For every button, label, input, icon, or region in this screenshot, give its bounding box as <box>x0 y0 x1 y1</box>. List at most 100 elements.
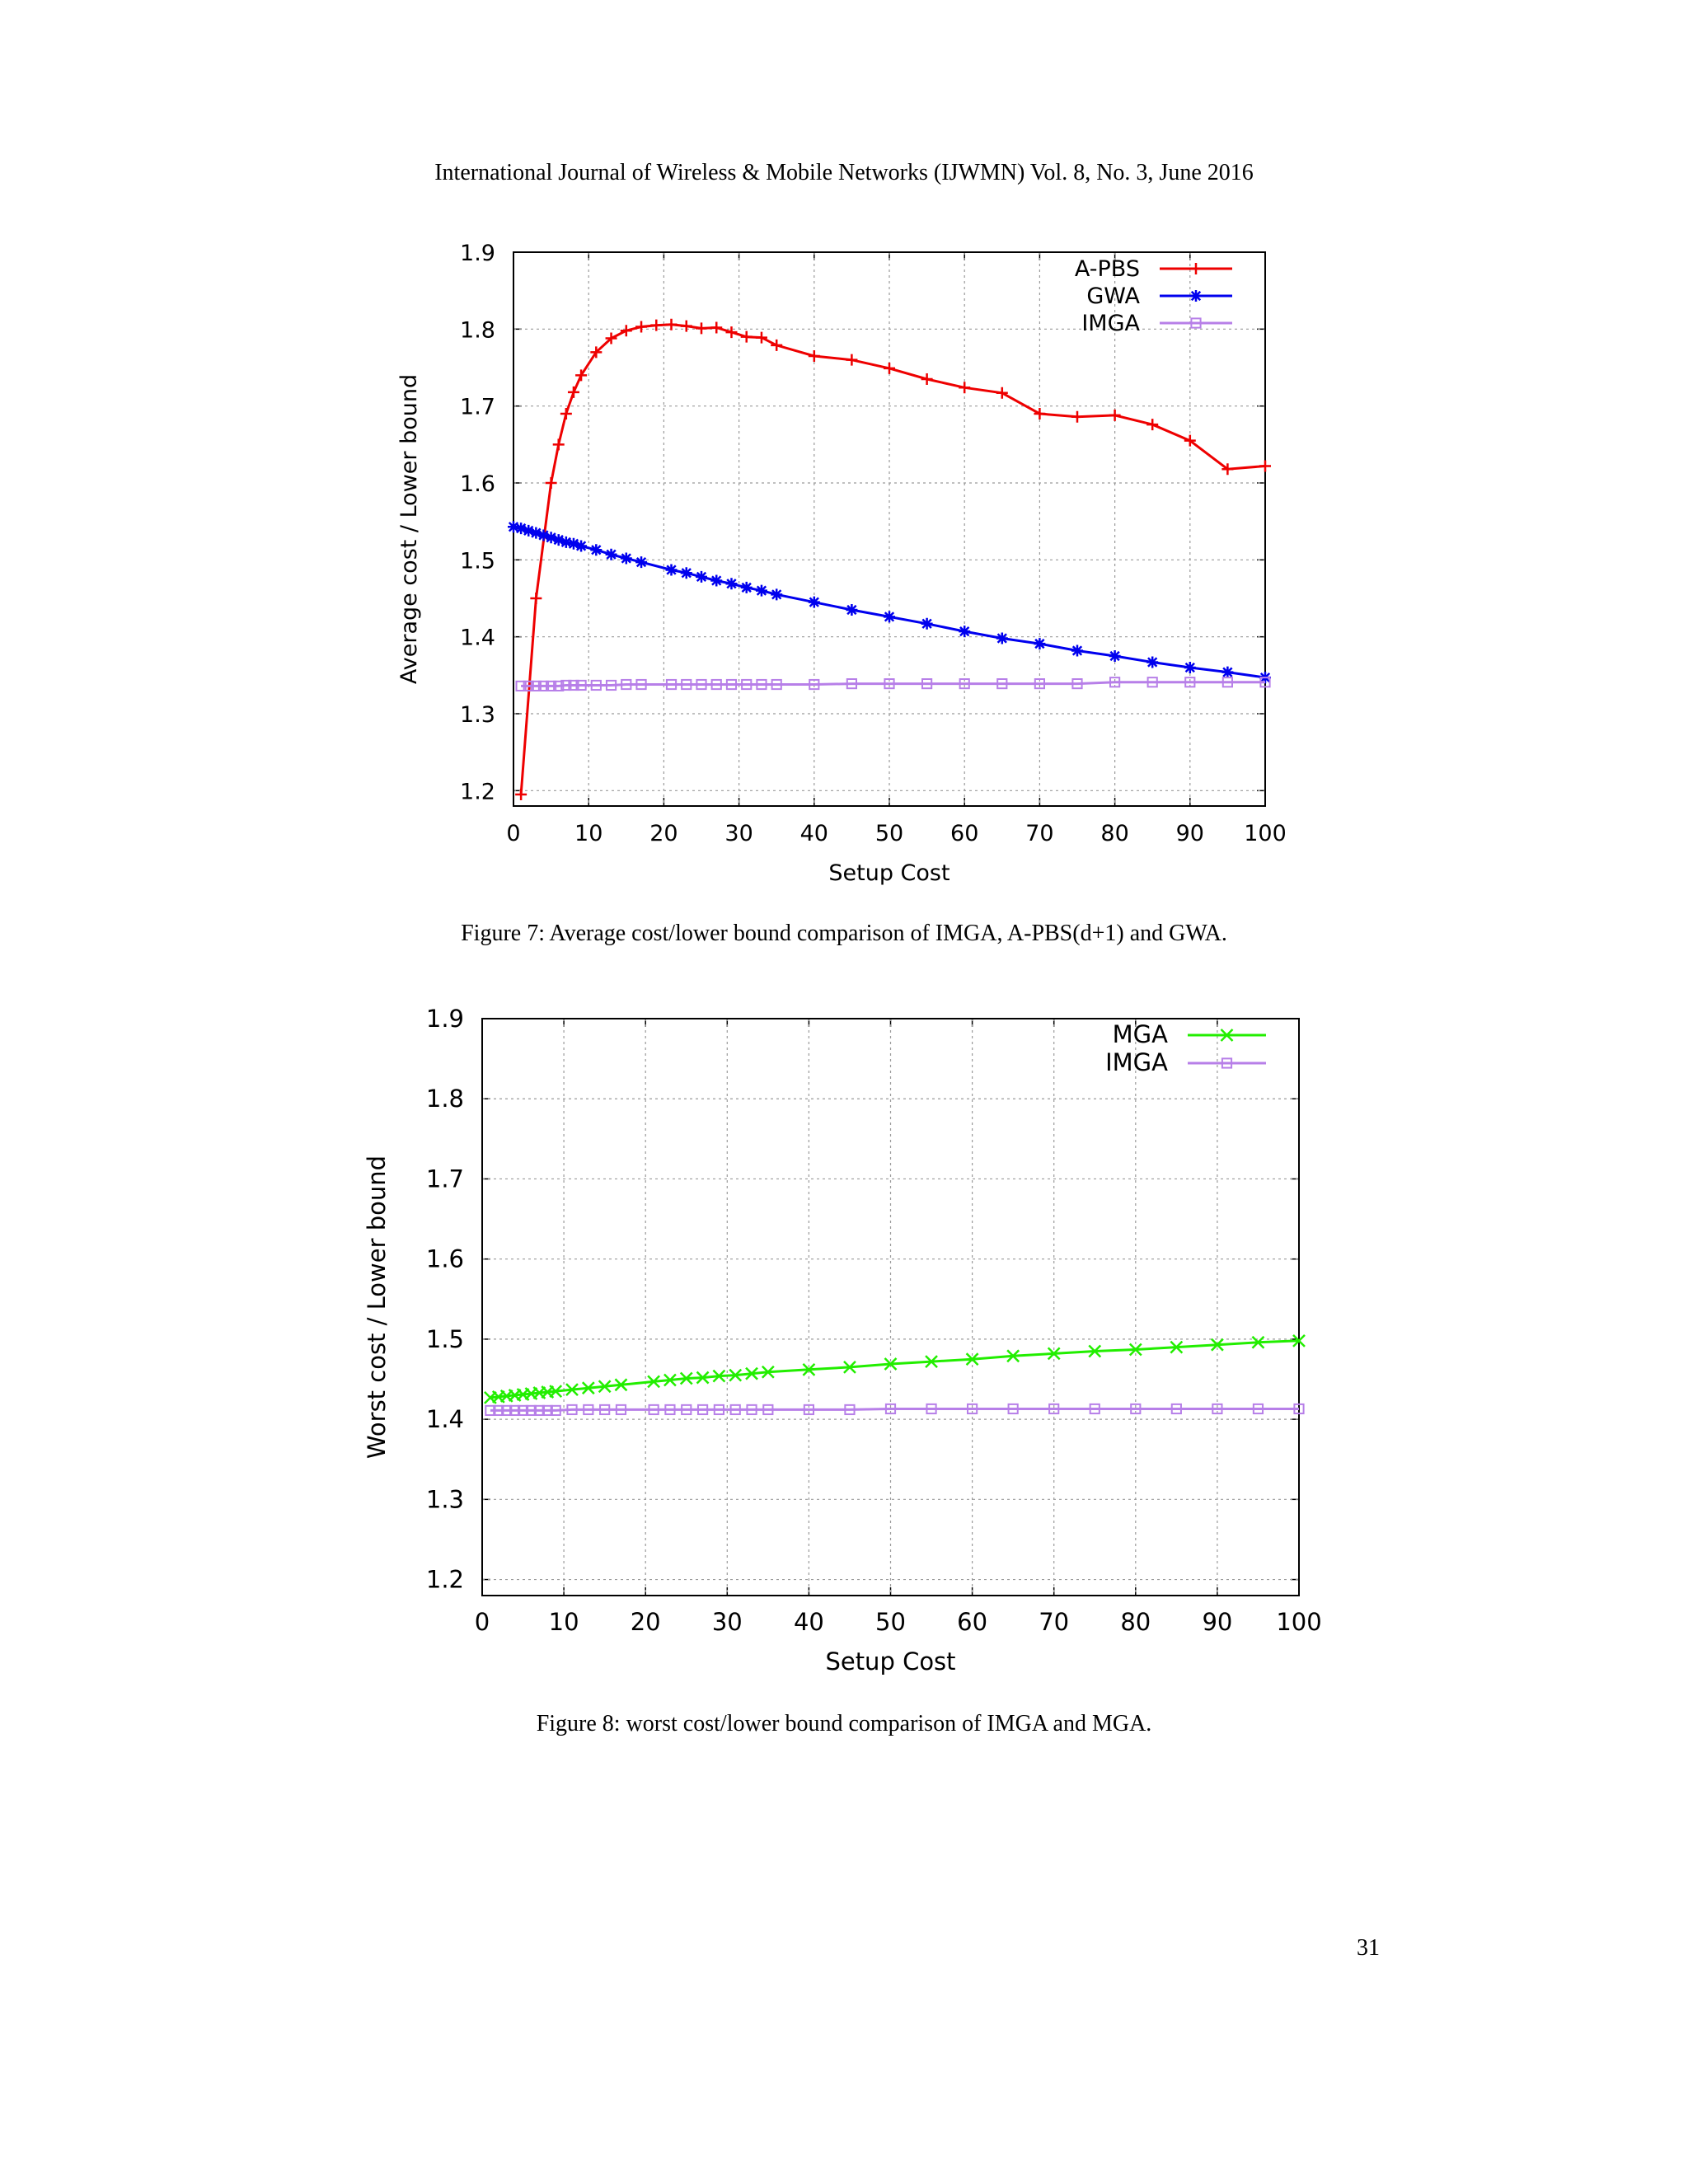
data-point <box>740 581 753 593</box>
data-point <box>560 679 572 691</box>
data-point <box>745 1366 758 1380</box>
data-point <box>648 1404 659 1416</box>
data-point <box>552 438 565 451</box>
data-point <box>620 552 632 565</box>
series-mga <box>484 1333 1306 1404</box>
data-point <box>710 321 723 334</box>
x-tick-label: 0 <box>506 821 520 846</box>
y-tick-label: 1.5 <box>426 1325 464 1353</box>
data-point <box>590 346 603 359</box>
data-point <box>550 1404 561 1417</box>
data-point <box>635 678 647 691</box>
data-point <box>725 678 738 691</box>
data-point <box>545 477 557 489</box>
series-line <box>513 525 1266 679</box>
data-point <box>696 678 707 691</box>
data-point <box>696 1404 709 1416</box>
data-point <box>509 1404 521 1417</box>
data-point <box>530 527 542 539</box>
data-point <box>1089 1403 1100 1415</box>
data-point <box>542 1404 553 1417</box>
legend-marker <box>1221 1057 1233 1069</box>
x-tick-label: 100 <box>1276 1608 1321 1636</box>
data-point <box>884 611 895 623</box>
data-point <box>549 1385 563 1398</box>
data-point <box>568 679 579 691</box>
x-tick-label: 80 <box>1100 821 1128 846</box>
data-point <box>681 678 692 691</box>
data-point <box>771 339 783 351</box>
data-point <box>581 1381 595 1395</box>
series-imga <box>515 677 1271 691</box>
data-point <box>1221 666 1234 678</box>
data-point <box>1088 1344 1102 1358</box>
data-point <box>517 1404 529 1417</box>
data-point <box>553 680 565 691</box>
data-point <box>1071 410 1083 423</box>
x-tick-label: 50 <box>875 1608 906 1636</box>
data-point <box>713 1404 724 1416</box>
data-point <box>884 1403 897 1415</box>
data-point <box>1184 677 1196 688</box>
grid-group <box>513 252 1265 806</box>
data-point <box>485 1404 496 1417</box>
x-tick-label: 100 <box>1244 821 1287 846</box>
data-point <box>605 332 617 344</box>
x-tick-label: 10 <box>549 1608 579 1636</box>
data-point <box>665 564 678 576</box>
data-point <box>771 678 782 691</box>
data-point <box>1221 677 1234 688</box>
data-point <box>680 567 692 579</box>
data-point <box>515 523 528 535</box>
y-tick-label: 1.2 <box>460 779 495 804</box>
data-point <box>566 1404 578 1416</box>
data-point <box>647 1375 660 1389</box>
data-point <box>761 1365 775 1379</box>
data-point <box>635 321 648 333</box>
data-point <box>884 362 895 374</box>
data-point <box>729 1404 741 1416</box>
data-point <box>1146 419 1159 431</box>
data-point <box>523 680 534 691</box>
x-axis-label: Setup Cost <box>825 1647 955 1675</box>
y-tick-label: 1.3 <box>460 702 495 728</box>
y-tick-label: 1.5 <box>460 548 495 574</box>
data-point <box>665 678 678 691</box>
data-point <box>681 1404 692 1416</box>
y-tick-label: 1.4 <box>460 626 495 651</box>
tick-group: 0 10 20 30 40 50 60 70 80 90 100 1.2 1.3 1.4 1.5 1.6 1.7… <box>426 1005 1322 1636</box>
data-point <box>614 1378 628 1392</box>
data-point <box>537 529 550 541</box>
x-tick-label: 90 <box>1176 821 1204 846</box>
x-tick-label: 30 <box>712 1608 743 1636</box>
data-point <box>605 679 617 691</box>
data-point <box>1034 408 1046 419</box>
data-point <box>884 1357 898 1371</box>
data-point <box>635 556 648 569</box>
legend-marker <box>1220 1029 1234 1042</box>
x-tick-label: 70 <box>1025 821 1053 846</box>
data-point <box>1292 1333 1306 1347</box>
figure-7-chart: 0 10 20 30 40 50 60 70 80 90 100 1.2 1.3 1.4 1.5 1.6 1.7… <box>396 241 1287 886</box>
data-point <box>621 678 632 691</box>
data-point <box>583 1404 594 1416</box>
data-point <box>1170 1340 1184 1354</box>
data-point <box>1048 1403 1060 1415</box>
data-point <box>921 678 933 690</box>
data-point <box>1006 1349 1020 1363</box>
data-point <box>560 408 572 419</box>
data-point <box>808 596 820 608</box>
data-point <box>762 1404 774 1416</box>
data-point <box>725 578 738 590</box>
data-point <box>967 1403 978 1415</box>
x-tick-label: 30 <box>724 821 753 846</box>
plot-frame <box>481 1018 1300 1596</box>
data-point <box>755 584 767 597</box>
legend-label: MGA <box>1113 1020 1168 1048</box>
x-tick-label: 60 <box>957 1608 987 1636</box>
data-point <box>712 1369 726 1383</box>
data-point <box>1259 677 1271 688</box>
legend-label: GWA <box>1086 284 1140 309</box>
series-line <box>490 1339 1300 1399</box>
x-tick-label: 40 <box>800 821 828 846</box>
